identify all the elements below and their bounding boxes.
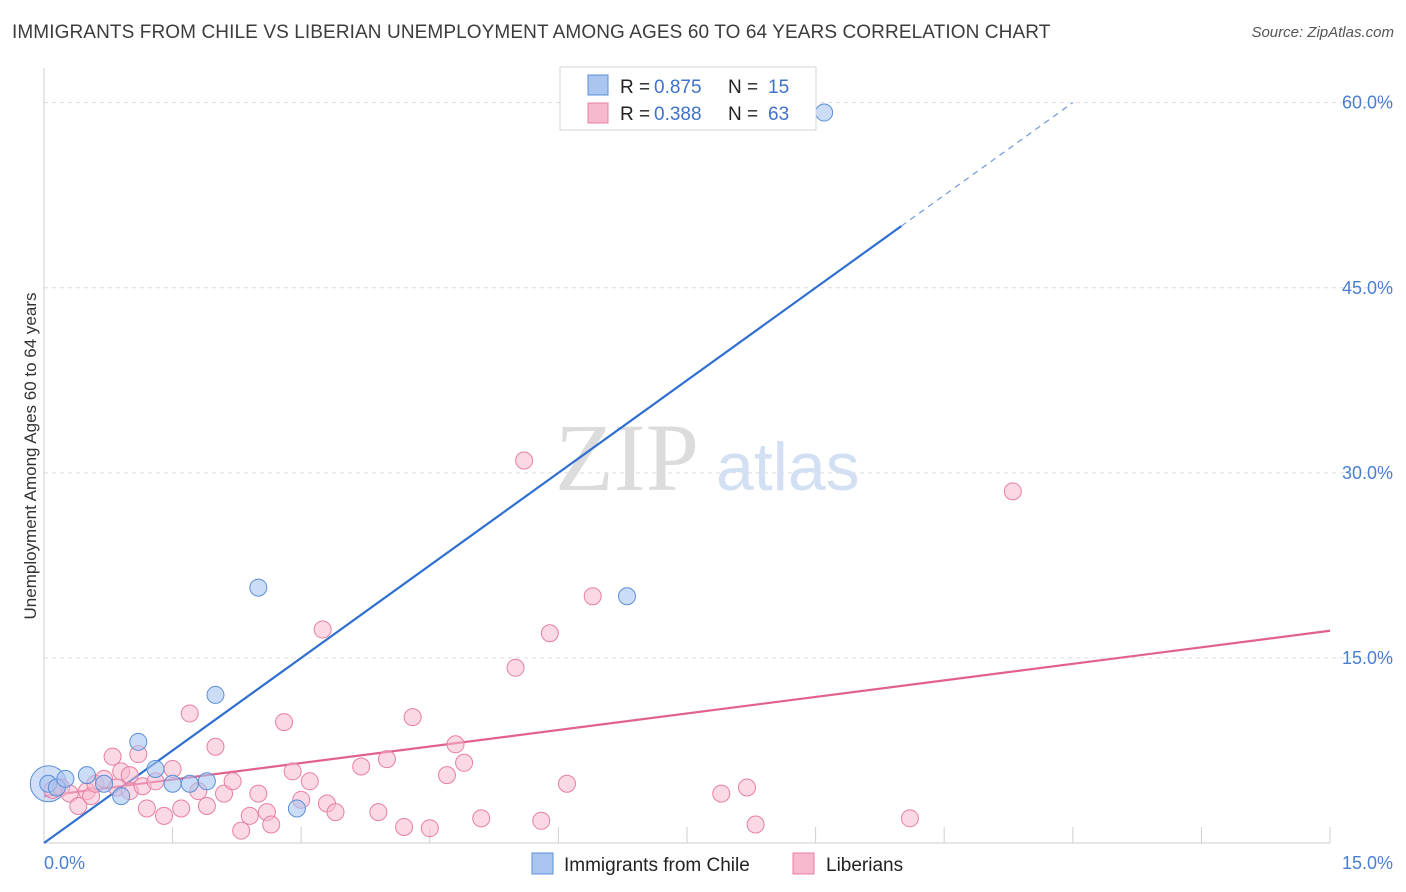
point-liberians-35 xyxy=(313,620,332,639)
point-chile-11 xyxy=(206,685,225,704)
legend-r-value-liberians: 0.388 xyxy=(654,104,702,125)
point-liberians-27 xyxy=(240,806,259,825)
point-liberians-32 xyxy=(283,762,302,781)
point-chile-6 xyxy=(129,732,148,751)
watermark: ZIP atlas xyxy=(555,404,860,511)
axes xyxy=(43,68,1331,844)
bottom-legend-swatch-chile xyxy=(531,852,554,875)
point-liberians-44 xyxy=(437,766,456,785)
point-liberians-41 xyxy=(395,817,414,836)
point-liberians-50 xyxy=(532,811,551,830)
point-liberians-53 xyxy=(583,587,602,606)
point-liberians-49 xyxy=(515,451,534,470)
legend: R = 0.875 N = 15 R = 0.388 N = 63 xyxy=(559,66,817,131)
point-liberians-43 xyxy=(420,819,439,838)
legend-n-value-chile: 15 xyxy=(768,77,789,98)
point-liberians-46 xyxy=(455,753,474,772)
point-chile-2 xyxy=(56,769,75,788)
point-liberians-37 xyxy=(326,803,345,822)
legend-r-value-chile: 0.875 xyxy=(654,77,702,98)
point-chile-3 xyxy=(77,766,96,785)
point-liberians-57 xyxy=(900,809,919,828)
x-tick-label-1: 15.0% xyxy=(1342,853,1393,873)
source-label: Source: ZipAtlas.com xyxy=(1251,24,1394,41)
point-liberians-15 xyxy=(137,799,156,818)
point-liberians-40 xyxy=(377,750,396,769)
point-liberians-30 xyxy=(262,815,281,834)
point-liberians-39 xyxy=(369,803,388,822)
trend-line-chile xyxy=(43,225,902,844)
point-chile-15 xyxy=(815,103,834,122)
grid xyxy=(44,102,1395,659)
bottom-legend-swatch-liberians xyxy=(792,852,815,875)
point-liberians-38 xyxy=(352,757,371,776)
point-liberians-52 xyxy=(557,774,576,793)
point-liberians-55 xyxy=(738,778,757,797)
legend-swatch-liberians xyxy=(587,102,609,124)
point-liberians-25 xyxy=(223,772,242,791)
point-chile-4 xyxy=(95,774,114,793)
point-liberians-8 xyxy=(103,747,122,766)
y-tick-label-1: 30.0% xyxy=(1342,463,1393,483)
y-axis-label: Unemployment Among Ages 60 to 64 years xyxy=(21,293,40,620)
point-liberians-48 xyxy=(506,658,525,677)
trend-lines xyxy=(43,102,1331,844)
point-liberians-20 xyxy=(180,704,199,723)
point-liberians-47 xyxy=(472,809,491,828)
point-liberians-56 xyxy=(746,815,765,834)
point-liberians-23 xyxy=(206,737,225,756)
point-chile-5 xyxy=(112,787,131,806)
point-liberians-51 xyxy=(540,624,559,643)
y-tick-label-3: 60.0% xyxy=(1342,93,1393,113)
trend-line-chile-extension xyxy=(900,102,1074,227)
point-chile-10 xyxy=(197,772,216,791)
point-chile-8 xyxy=(163,774,182,793)
point-liberians-24 xyxy=(215,784,234,803)
point-chile-12 xyxy=(249,578,268,597)
point-liberians-34 xyxy=(300,772,319,791)
trend-line-liberians xyxy=(43,629,1331,798)
x-tick-label-0: 0.0% xyxy=(44,853,85,873)
legend-r-label-chile: R = xyxy=(620,77,650,98)
point-chile-13 xyxy=(287,799,306,818)
point-liberians-3 xyxy=(69,796,88,815)
legend-n-value-liberians: 63 xyxy=(768,104,789,125)
bottom-legend: Immigrants from Chile Liberians xyxy=(531,852,903,876)
point-liberians-42 xyxy=(403,708,422,727)
point-liberians-31 xyxy=(275,713,294,732)
watermark-zip: ZIP xyxy=(555,404,699,511)
point-liberians-45 xyxy=(446,735,465,754)
point-chile-14 xyxy=(617,587,636,606)
watermark-atlas: atlas xyxy=(716,429,860,505)
bottom-legend-label-chile: Immigrants from Chile xyxy=(564,855,750,876)
point-chile-7 xyxy=(146,759,165,778)
legend-n-label-chile: N = xyxy=(728,77,758,98)
legend-r-label-liberians: R = xyxy=(620,104,650,125)
point-liberians-22 xyxy=(197,796,216,815)
y-tick-label-0: 15.0% xyxy=(1342,648,1393,668)
point-liberians-28 xyxy=(249,784,268,803)
y-tick-labels: 15.0% 30.0% 45.0% 60.0% xyxy=(1342,93,1393,668)
point-liberians-26 xyxy=(232,821,251,840)
legend-swatch-chile xyxy=(587,74,609,96)
point-liberians-58 xyxy=(1003,482,1022,501)
x-tick-labels: 0.0% 15.0% xyxy=(44,853,1393,873)
legend-n-label-liberians: N = xyxy=(728,104,758,125)
bottom-legend-label-liberians: Liberians xyxy=(826,855,903,876)
chart-title: IMMIGRANTS FROM CHILE VS LIBERIAN UNEMPL… xyxy=(12,22,1051,43)
point-liberians-17 xyxy=(155,806,174,825)
y-tick-label-2: 45.0% xyxy=(1342,278,1393,298)
point-liberians-54 xyxy=(712,784,731,803)
data-points xyxy=(29,103,1022,840)
point-liberians-19 xyxy=(172,799,191,818)
point-chile-9 xyxy=(180,774,199,793)
